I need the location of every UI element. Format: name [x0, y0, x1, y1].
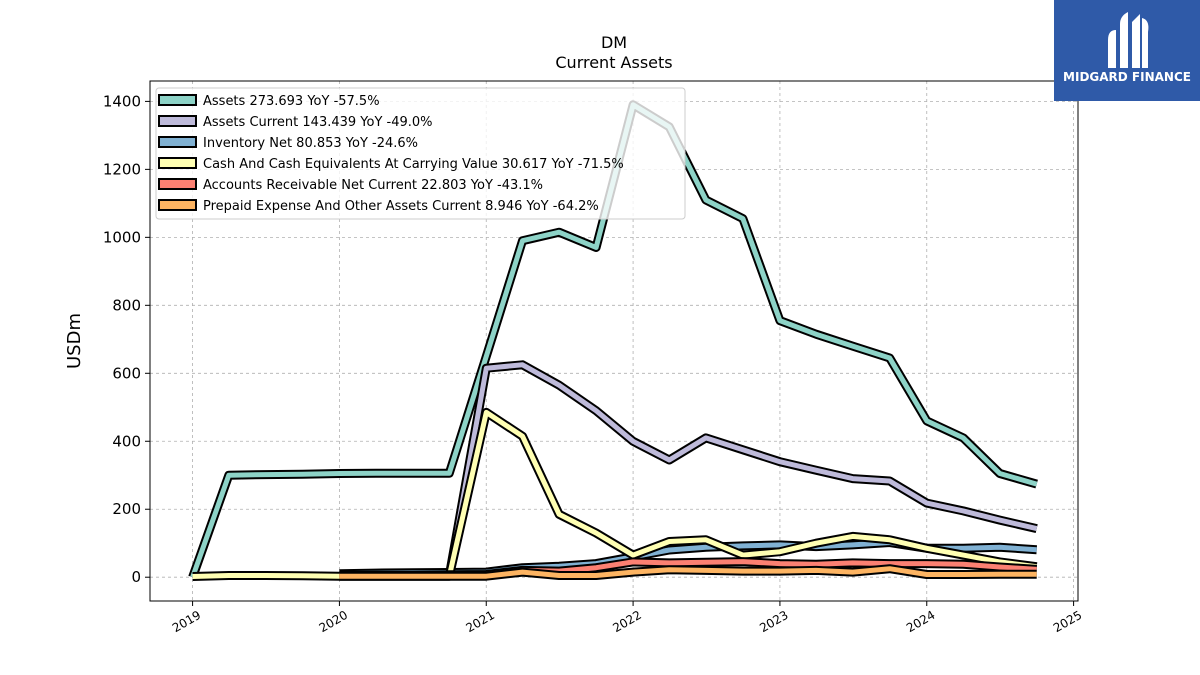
legend-entry: Cash And Cash Equivalents At Carrying Va… — [158, 157, 624, 172]
series-line-2 — [444, 360, 1038, 577]
y-tick-label: 1400 — [103, 92, 141, 110]
legend-label: Prepaid Expense And Other Assets Current… — [203, 199, 599, 214]
chart-title: DM — [601, 33, 627, 52]
legend-label: Assets Current 143.439 YoY -49.0% — [203, 115, 433, 130]
series-stroke — [192, 409, 1038, 579]
y-tick-label: 1200 — [103, 160, 141, 178]
logo-text: MIDGARD FINANCE — [1063, 70, 1191, 84]
legend-swatch — [158, 94, 197, 106]
plot-frame — [149, 80, 1079, 602]
legend-box — [155, 87, 686, 220]
legend-label: Cash And Cash Equivalents At Carrying Va… — [203, 157, 624, 172]
legend-swatch — [158, 136, 197, 148]
legend-label: Accounts Receivable Net Current 22.803 Y… — [203, 178, 543, 193]
legend-swatch — [158, 157, 197, 169]
legend-swatch — [158, 115, 197, 127]
legend-entry: Assets Current 143.439 YoY -49.0% — [158, 115, 433, 130]
legend-entry: Accounts Receivable Net Current 22.803 Y… — [158, 178, 543, 193]
y-axis-label: USDm — [64, 313, 85, 369]
legend-swatch — [158, 199, 197, 211]
series-stroke — [339, 566, 1037, 579]
y-axis-ticks: 0 200 400 600 800 1000 1200 1400 — [103, 92, 150, 586]
y-tick-label: 200 — [112, 500, 141, 518]
logo-mark-icon — [1108, 12, 1149, 68]
series-stroke — [446, 362, 1038, 576]
legend-entry: Assets 273.693 YoY -57.5% — [158, 94, 380, 109]
y-tick-label: 400 — [112, 432, 141, 450]
series-line-6 — [339, 564, 1037, 581]
y-tick-label: 800 — [112, 296, 141, 314]
y-tick-label: 1000 — [103, 228, 141, 246]
legend: Assets 273.693 YoY -57.5% Assets Current … — [155, 87, 686, 220]
series-line-4 — [192, 407, 1038, 581]
legend-swatch — [158, 178, 197, 190]
y-tick-label: 0 — [131, 568, 141, 586]
legend-label: Inventory Net 80.853 YoY -24.6% — [203, 136, 418, 151]
brand-logo: MIDGARD FINANCE — [1054, 0, 1200, 101]
y-tick-label: 600 — [112, 364, 141, 382]
legend-label: Assets 273.693 YoY -57.5% — [203, 94, 380, 109]
chart-subtitle: Current Assets — [555, 53, 672, 72]
legend-entry: Prepaid Expense And Other Assets Current… — [158, 199, 599, 214]
legend-entry: Inventory Net 80.853 YoY -24.6% — [158, 136, 418, 151]
